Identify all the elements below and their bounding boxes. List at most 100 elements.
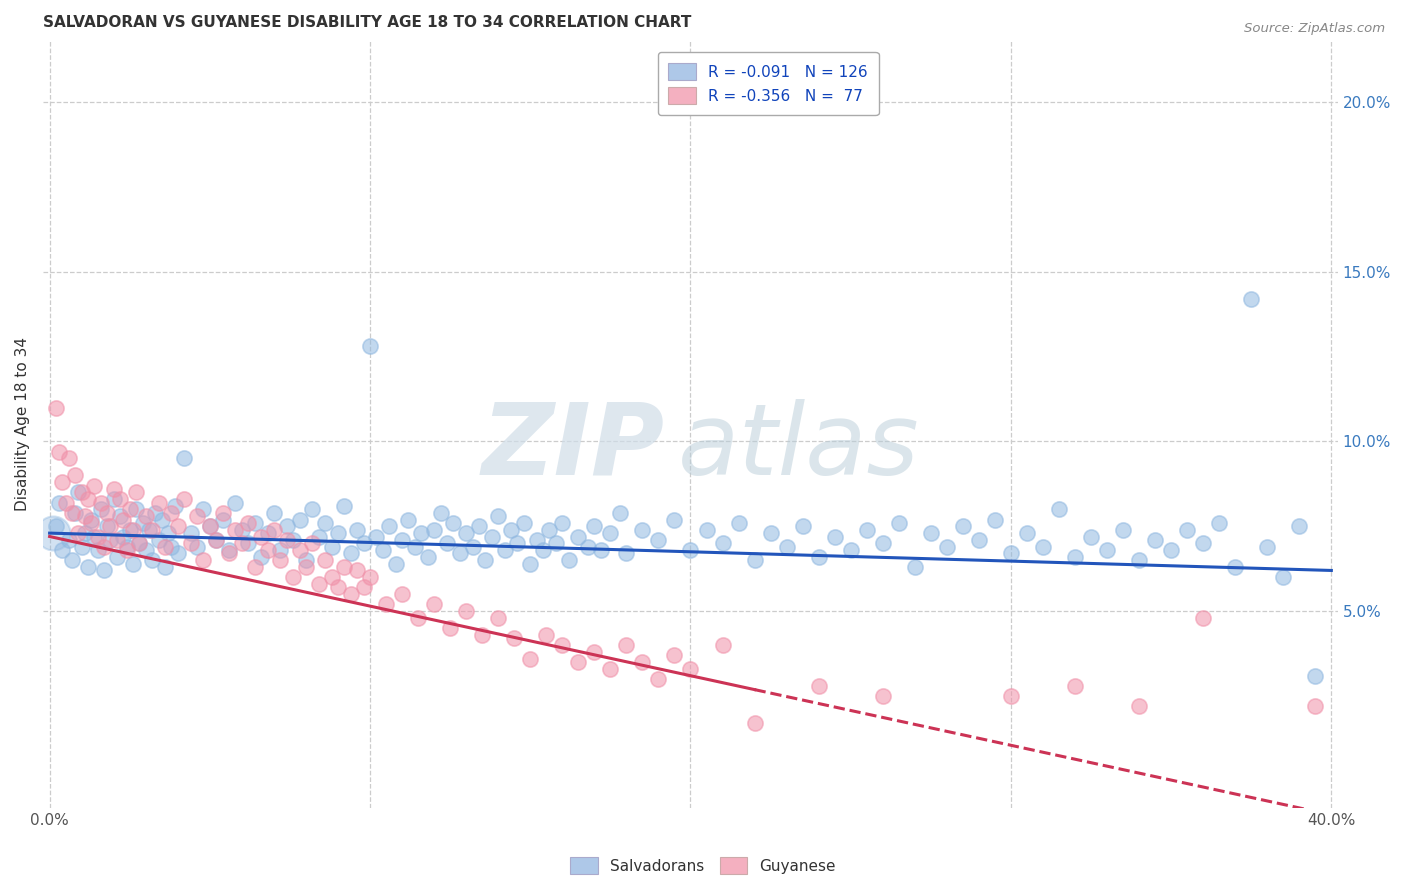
Point <box>186 540 208 554</box>
Point <box>65 506 87 520</box>
Point <box>288 512 311 526</box>
Point <box>224 523 246 537</box>
Point <box>60 553 83 567</box>
Point <box>198 519 221 533</box>
Point <box>855 523 877 537</box>
Point <box>423 598 446 612</box>
Point <box>86 543 108 558</box>
Point <box>346 523 368 537</box>
Point <box>519 651 541 665</box>
Point <box>398 512 420 526</box>
Point <box>1305 699 1327 714</box>
Point <box>486 611 509 625</box>
Point <box>353 581 375 595</box>
Point <box>166 519 188 533</box>
Point <box>96 519 118 533</box>
Point <box>391 587 413 601</box>
Point <box>1225 560 1247 574</box>
Point <box>105 533 128 547</box>
Point <box>429 506 451 520</box>
Point <box>423 523 446 537</box>
Point <box>378 519 401 533</box>
Point <box>160 540 183 554</box>
Point <box>576 540 599 554</box>
Point <box>551 516 574 530</box>
Point <box>406 611 429 625</box>
Point <box>824 529 846 543</box>
Point <box>314 553 336 567</box>
Point <box>281 533 304 547</box>
Point <box>1208 516 1230 530</box>
Point <box>1128 699 1150 714</box>
Point <box>77 560 100 574</box>
Point <box>513 516 536 530</box>
Point <box>711 638 734 652</box>
Point <box>471 628 494 642</box>
Point <box>872 689 894 703</box>
Point <box>631 523 654 537</box>
Point <box>519 557 541 571</box>
Point <box>103 492 125 507</box>
Point <box>211 506 233 520</box>
Point <box>346 564 368 578</box>
Point <box>839 543 862 558</box>
Point <box>180 536 202 550</box>
Point <box>456 526 478 541</box>
Point <box>461 540 484 554</box>
Point <box>100 519 122 533</box>
Point <box>67 485 90 500</box>
Point <box>103 482 125 496</box>
Point <box>125 502 148 516</box>
Point <box>503 632 526 646</box>
Point <box>366 529 388 543</box>
Point <box>531 543 554 558</box>
Point <box>153 540 176 554</box>
Point <box>112 529 135 543</box>
Text: atlas: atlas <box>678 399 920 496</box>
Point <box>664 648 686 663</box>
Point <box>321 540 343 554</box>
Point <box>250 549 273 564</box>
Text: SALVADORAN VS GUYANESE DISABILITY AGE 18 TO 34 CORRELATION CHART: SALVADORAN VS GUYANESE DISABILITY AGE 18… <box>44 15 692 30</box>
Point <box>544 536 567 550</box>
Point <box>263 506 285 520</box>
Point <box>115 540 138 554</box>
Point <box>538 523 561 537</box>
Text: ZIP: ZIP <box>482 399 665 496</box>
Point <box>321 570 343 584</box>
Point <box>391 533 413 547</box>
Point <box>205 533 228 547</box>
Point <box>1000 689 1022 703</box>
Point <box>108 492 131 507</box>
Point <box>193 553 215 567</box>
Point <box>288 543 311 558</box>
Point <box>83 478 105 492</box>
Point <box>281 570 304 584</box>
Point <box>506 536 529 550</box>
Point <box>141 553 163 567</box>
Point <box>256 526 278 541</box>
Point <box>551 638 574 652</box>
Point <box>70 485 93 500</box>
Point <box>86 529 108 543</box>
Point <box>157 526 180 541</box>
Point <box>211 512 233 526</box>
Point <box>48 444 70 458</box>
Point <box>494 543 516 558</box>
Point <box>96 506 118 520</box>
Point <box>80 516 103 530</box>
Point <box>93 564 115 578</box>
Point <box>404 540 426 554</box>
Point <box>138 523 160 537</box>
Point <box>93 540 115 554</box>
Point <box>1000 546 1022 560</box>
Point <box>128 536 150 550</box>
Point <box>73 526 96 541</box>
Point <box>599 662 621 676</box>
Point <box>100 533 122 547</box>
Point <box>456 604 478 618</box>
Point <box>231 523 253 537</box>
Point <box>141 523 163 537</box>
Point <box>163 499 186 513</box>
Point <box>984 512 1007 526</box>
